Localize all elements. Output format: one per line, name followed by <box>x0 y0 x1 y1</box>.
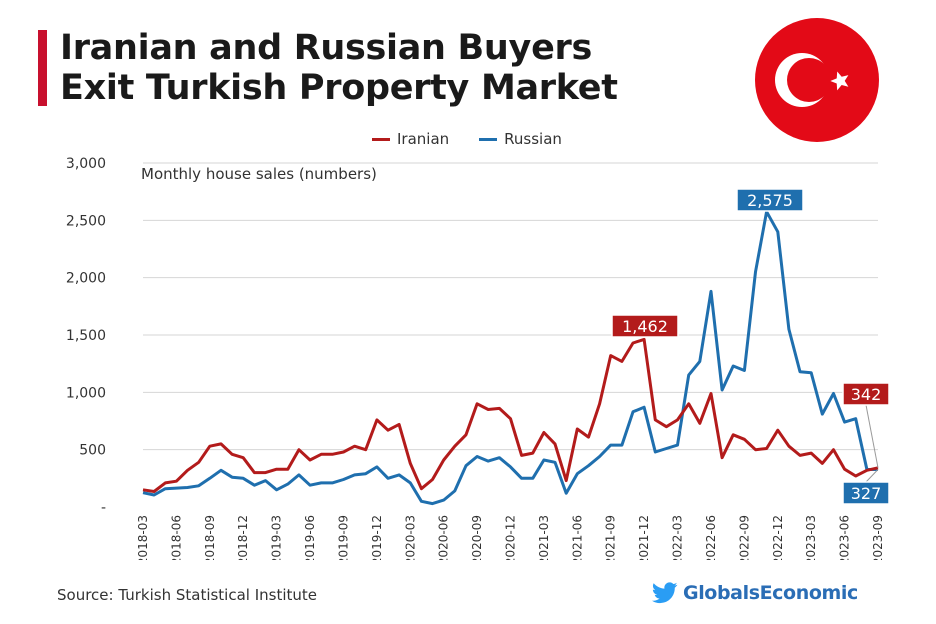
x-tick-label: 2020-06 <box>437 515 451 560</box>
data-callout-box <box>842 382 890 406</box>
y-tick-label: 500 <box>79 443 106 459</box>
twitter-bird-icon <box>652 582 678 604</box>
legend-swatch-iranian <box>372 137 390 141</box>
x-tick-label: 2023-06 <box>838 515 852 560</box>
chart-subtitle: Monthly house sales (numbers) <box>141 165 377 183</box>
x-tick-label: 2019-06 <box>303 515 317 560</box>
x-tick-label: 2020-03 <box>403 515 417 560</box>
legend-label-russian: Russian <box>504 130 562 148</box>
legend-label-iranian: Iranian <box>397 130 450 148</box>
brand: GlobalsEconomic <box>652 582 858 604</box>
legend-item-iranian: Iranian <box>372 130 449 148</box>
x-tick-label: 2022-03 <box>671 515 685 560</box>
series-line-russian <box>142 210 878 506</box>
x-tick-label: 2019-03 <box>270 515 284 560</box>
y-tick-label: 2,500 <box>66 213 106 229</box>
x-tick-label: 2022-12 <box>771 515 785 560</box>
x-tick-label: 2018-09 <box>203 515 217 560</box>
data-callout-box <box>842 481 890 505</box>
x-tick-label: 2020-09 <box>470 515 484 560</box>
data-callout-box <box>611 314 679 338</box>
x-tick-label: 2022-06 <box>704 515 718 560</box>
data-callout-label: 342 <box>851 385 882 404</box>
data-callout-label: 1,462 <box>622 317 668 336</box>
title-accent-bar <box>38 30 47 106</box>
legend-item-russian: Russian <box>479 130 562 148</box>
x-tick-label: 2019-12 <box>370 515 384 560</box>
x-tick-label: 2023-09 <box>871 515 885 560</box>
legend-swatch-russian <box>479 137 498 141</box>
title-line-1: Iranian and Russian Buyers <box>60 28 593 68</box>
turkey-flag-icon <box>755 18 879 142</box>
x-tick-label: 2020-12 <box>504 515 518 560</box>
x-tick-label: 2022-09 <box>737 515 751 560</box>
y-tick-label: 1,500 <box>66 328 106 344</box>
brand-name: GlobalsEconomic <box>683 582 858 604</box>
chart-legend: Iranian Russian <box>372 130 592 148</box>
data-callout-box <box>736 188 804 212</box>
source-note: Source: Turkish Statistical Institute <box>57 586 318 604</box>
callout-leader <box>865 469 879 483</box>
data-callout-label: 2,575 <box>747 191 793 210</box>
y-tick-label: - <box>101 500 106 516</box>
x-tick-label: 2021-06 <box>570 515 584 560</box>
x-tick-label: 2018-03 <box>136 515 150 560</box>
x-tick-label: 2021-09 <box>604 515 618 560</box>
x-tick-label: 2023-03 <box>804 515 818 560</box>
x-tick-label: 2021-03 <box>537 515 551 560</box>
data-callout-label: 327 <box>851 484 882 503</box>
y-tick-label: 3,000 <box>66 156 106 172</box>
y-tick-label: 2,000 <box>66 271 106 287</box>
x-tick-label: 2021-12 <box>637 515 651 560</box>
callout-leader <box>865 404 879 468</box>
title-line-2: Exit Turkish Property Market <box>60 68 618 108</box>
line-chart: 3,000 2,500 2,000 1,500 1,000 500 - 2018-03 2018… <box>66 156 890 560</box>
x-tick-label: 2018-12 <box>236 515 250 560</box>
x-tick-label: 2019-09 <box>336 515 350 560</box>
x-tick-label: 2018-06 <box>169 515 183 560</box>
page-title: Iranian and Russian Buyers Exit Turkish … <box>60 28 618 108</box>
y-tick-label: 1,000 <box>66 385 106 401</box>
series-line-iranian <box>142 337 879 493</box>
